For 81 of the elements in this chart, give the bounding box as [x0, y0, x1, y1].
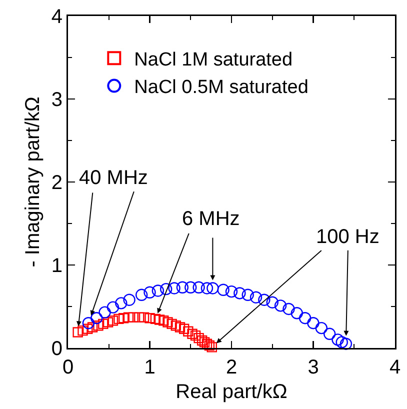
point — [192, 281, 205, 294]
point — [72, 327, 83, 338]
point — [250, 291, 262, 304]
point — [82, 324, 93, 334]
point — [106, 301, 120, 314]
point — [118, 313, 129, 324]
point — [199, 337, 210, 348]
point — [98, 306, 111, 318]
point — [336, 336, 348, 348]
y-tick-label: 3 — [51, 89, 62, 111]
point — [115, 297, 128, 310]
point — [162, 317, 173, 328]
annotation: 100 Hz — [316, 226, 380, 248]
point — [98, 318, 108, 330]
point — [324, 328, 336, 340]
point — [176, 281, 189, 294]
point — [168, 282, 180, 294]
point — [114, 314, 124, 324]
point — [150, 314, 161, 324]
x-tick-label: 4 — [389, 356, 401, 378]
point — [266, 296, 278, 308]
point — [194, 332, 204, 344]
y-tick-label: 2 — [51, 172, 62, 194]
point — [170, 320, 182, 331]
point — [190, 330, 201, 341]
point — [340, 338, 352, 350]
point — [332, 334, 344, 346]
point — [282, 302, 295, 316]
point — [108, 316, 118, 326]
point — [202, 338, 212, 349]
point — [82, 317, 95, 330]
point — [93, 320, 104, 331]
point — [206, 282, 219, 294]
y-axis-title: - Imaginary part/kΩ — [22, 96, 44, 268]
point — [87, 322, 98, 332]
legend-label: NaCl 0.5M saturated — [134, 77, 308, 98]
point — [138, 312, 150, 322]
legend-label: NaCl 1M saturated — [134, 50, 293, 70]
annotation: 6 MHz — [182, 208, 240, 230]
point — [144, 286, 156, 298]
y-tick-label: 4 — [51, 6, 62, 28]
point — [184, 281, 197, 294]
point — [158, 316, 169, 326]
x-tick-label: 3 — [308, 356, 319, 378]
point — [258, 294, 270, 306]
point — [123, 294, 136, 306]
point — [144, 313, 155, 324]
point — [315, 322, 328, 334]
point — [206, 342, 217, 352]
point — [187, 328, 198, 339]
point — [298, 312, 312, 324]
point — [234, 287, 246, 300]
x-tick-label: 2 — [226, 356, 238, 378]
point — [128, 312, 138, 322]
point — [183, 326, 194, 336]
point — [290, 307, 303, 320]
x-tick-label: 1 — [144, 356, 156, 378]
point — [242, 288, 254, 301]
point — [217, 284, 230, 296]
point — [200, 282, 214, 294]
point — [160, 282, 172, 296]
point — [123, 312, 134, 322]
point — [178, 324, 190, 334]
point — [134, 312, 144, 322]
point — [154, 314, 165, 325]
point — [166, 318, 177, 330]
point — [174, 322, 186, 332]
point — [135, 288, 148, 301]
x-axis-title: Real part/kΩ — [176, 380, 288, 403]
point — [102, 317, 114, 328]
y-tick-label: 1 — [51, 255, 62, 277]
point — [152, 284, 164, 297]
point — [307, 317, 320, 330]
point — [204, 340, 215, 351]
point — [274, 300, 287, 312]
point — [78, 325, 88, 336]
point — [90, 312, 103, 324]
annotation: 40 MHz — [79, 167, 148, 189]
y-tick-label: 0 — [51, 338, 62, 360]
point — [196, 335, 208, 346]
point — [225, 285, 238, 298]
